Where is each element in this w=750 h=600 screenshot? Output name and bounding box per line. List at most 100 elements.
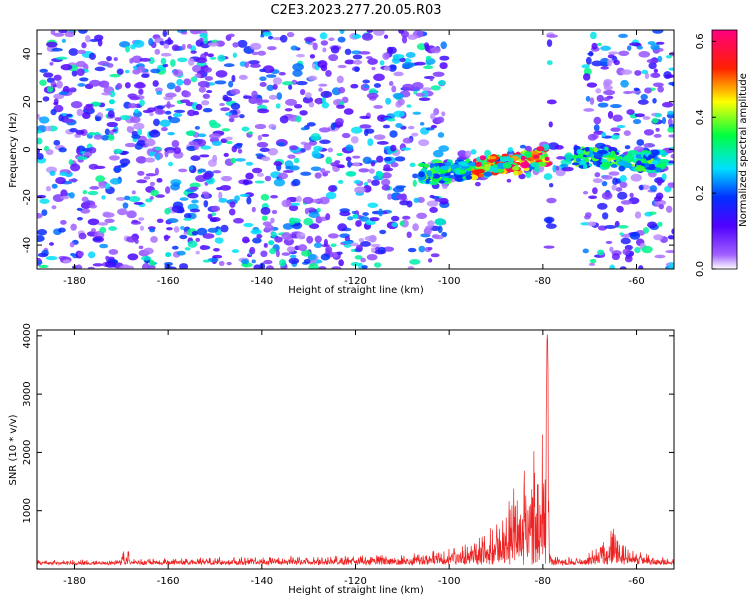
spectrogram-panel: -180 -160 -140 -120 -100 -80 -60 -40 -20 0 20 40 H… xyxy=(8,29,675,296)
noise-cell xyxy=(156,90,163,95)
noise-cell xyxy=(38,264,49,269)
noise-cell xyxy=(150,236,158,243)
spectrogram-cells xyxy=(37,30,674,269)
noise-cell xyxy=(143,176,151,180)
noise-cell xyxy=(279,34,288,43)
noise-cell xyxy=(101,134,110,141)
noise-cell xyxy=(187,240,198,248)
bright-spot xyxy=(352,213,359,219)
noise-cell xyxy=(209,122,221,129)
noise-cell xyxy=(131,55,143,64)
noise-cell xyxy=(350,136,359,144)
noise-cell xyxy=(60,195,70,200)
noise-cell xyxy=(506,178,512,183)
noise-cell xyxy=(53,74,62,81)
noise-cell xyxy=(229,201,236,208)
noise-cell xyxy=(109,178,122,185)
noise-cell xyxy=(130,116,141,124)
noise-cell xyxy=(619,266,627,269)
noise-cell xyxy=(654,113,662,118)
noise-cell xyxy=(234,158,246,162)
noise-cell xyxy=(332,252,338,259)
noise-cell xyxy=(373,262,382,268)
noise-cell xyxy=(344,59,355,65)
noise-cell xyxy=(219,184,232,191)
noise-cell xyxy=(46,86,54,93)
noise-cell xyxy=(270,195,279,199)
noise-cell xyxy=(616,124,626,129)
noise-cell xyxy=(232,52,237,58)
noise-cell xyxy=(306,122,316,127)
noise-cell xyxy=(138,245,144,250)
noise-cell xyxy=(657,85,664,93)
noise-cell xyxy=(207,227,219,233)
noise-cell xyxy=(665,250,674,254)
noise-cell xyxy=(221,128,231,132)
noise-cell xyxy=(362,79,370,84)
noise-cell xyxy=(162,30,168,38)
noise-cell xyxy=(297,244,308,252)
x-tick-label: -180 xyxy=(63,576,86,587)
noise-cell xyxy=(88,132,97,136)
noise-cell xyxy=(608,171,620,176)
noise-cell xyxy=(629,192,634,198)
noise-cell xyxy=(284,108,293,112)
noise-cell xyxy=(177,57,188,63)
noise-cell xyxy=(174,85,182,93)
noise-cell xyxy=(406,231,412,239)
noise-cell xyxy=(609,246,614,253)
noise-cell xyxy=(345,171,357,177)
y-tick-label: 3000 xyxy=(22,381,33,406)
noise-cell xyxy=(99,226,107,234)
noise-cell xyxy=(303,258,311,264)
noise-cell xyxy=(623,130,631,137)
noise-cell xyxy=(347,160,352,168)
noise-cell xyxy=(220,224,229,233)
noise-cell xyxy=(290,45,299,51)
noise-cell xyxy=(194,126,201,130)
noise-cell xyxy=(243,95,252,99)
noise-cell xyxy=(409,162,416,168)
noise-cell xyxy=(46,41,58,48)
noise-cell xyxy=(437,225,443,234)
noise-cell xyxy=(270,231,277,238)
noise-cell xyxy=(77,30,88,34)
noise-cell xyxy=(286,32,295,38)
noise-cell xyxy=(609,104,622,109)
noise-cell xyxy=(318,83,328,87)
noise-cell xyxy=(361,265,368,269)
x-tick-label: -80 xyxy=(535,576,551,587)
noise-cell xyxy=(140,256,152,261)
noise-cell xyxy=(39,116,50,124)
noise-cell xyxy=(619,174,627,183)
noise-cell xyxy=(170,183,181,191)
noise-cell xyxy=(107,110,115,118)
noise-cell xyxy=(275,103,281,109)
noise-cell xyxy=(434,218,446,226)
noise-cell xyxy=(68,159,73,166)
noise-cell xyxy=(211,140,222,147)
noise-cell xyxy=(210,205,221,212)
noise-cell xyxy=(617,191,628,200)
noise-cell xyxy=(283,169,294,173)
snr-series-line xyxy=(37,334,674,567)
signal-cell xyxy=(433,162,440,167)
noise-cell xyxy=(133,39,145,48)
noise-cell xyxy=(223,63,235,68)
noise-cell xyxy=(618,33,628,39)
noise-cell xyxy=(88,146,97,154)
noise-cell xyxy=(195,57,208,64)
noise-cell xyxy=(139,225,145,231)
noise-cell xyxy=(88,163,99,170)
noise-cell xyxy=(117,164,126,168)
noise-cell xyxy=(250,229,262,235)
noise-cell xyxy=(248,131,253,135)
noise-cell xyxy=(249,63,261,68)
noise-cell xyxy=(670,154,674,159)
noise-cell xyxy=(630,90,642,94)
noise-cell xyxy=(168,116,181,124)
noise-cell xyxy=(152,80,159,87)
noise-cell xyxy=(171,140,180,148)
noise-cell xyxy=(207,213,213,220)
noise-cell xyxy=(416,196,425,204)
